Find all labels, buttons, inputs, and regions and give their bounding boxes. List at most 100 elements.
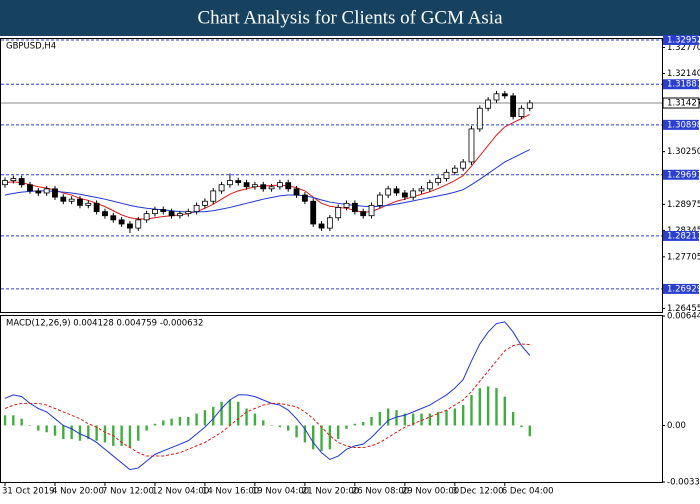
candle-body — [393, 188, 400, 194]
candle-body — [451, 167, 458, 173]
level-label-box — [663, 169, 699, 180]
candle-body — [27, 184, 33, 192]
level-label-box — [663, 34, 699, 45]
candle-body — [18, 178, 25, 186]
y-tick-label: 1.28345 — [667, 226, 700, 236]
candle-body — [360, 211, 367, 217]
candle-body — [127, 223, 133, 229]
candle-body — [118, 219, 125, 225]
candle-body — [501, 93, 508, 97]
histogram-bar — [195, 413, 198, 426]
x-tick-label: 3 Dec 12:00 — [452, 487, 504, 497]
histogram-bar — [345, 425, 348, 429]
histogram-bar — [253, 413, 257, 426]
y-tick-label: -0.003328 — [667, 478, 700, 488]
histogram-bar — [370, 416, 373, 426]
histogram-bar — [295, 425, 298, 438]
candle-body — [260, 184, 267, 190]
candle-body — [102, 211, 108, 217]
histogram-bar — [237, 401, 240, 426]
candle-body — [77, 198, 83, 206]
candle-body — [343, 202, 350, 208]
x-tick-label: 19 Nov 04:00 — [252, 487, 309, 497]
histogram-bar — [278, 425, 282, 428]
histogram-bar — [212, 406, 215, 426]
histogram-bar — [120, 425, 123, 446]
macd-line — [4, 321, 531, 471]
candle-body — [426, 182, 433, 190]
histogram-bar — [187, 416, 190, 426]
candle-body — [68, 198, 75, 202]
candle-body — [235, 180, 242, 184]
candle-body — [268, 186, 275, 190]
x-tick-label: 12 Nov 04:00 — [152, 487, 209, 497]
candle-body — [85, 202, 92, 206]
candle-body — [335, 207, 342, 219]
histogram-bar — [12, 415, 15, 426]
candle-body — [351, 202, 358, 212]
histogram-bar — [328, 425, 332, 450]
histogram-bar — [153, 423, 157, 426]
x-tick-label: 6 Dec 04:00 — [502, 487, 554, 497]
histogram-bar — [511, 411, 515, 426]
histogram-bar — [20, 418, 23, 426]
histogram-bar — [445, 410, 448, 426]
histogram-bar — [70, 425, 73, 440]
y-tick-label: 1.32770 — [667, 43, 700, 53]
histogram-bar — [87, 425, 90, 440]
candle-body — [185, 211, 192, 215]
histogram-bar — [128, 425, 132, 448]
candle-body — [202, 200, 208, 206]
level-label: 1.32952 — [667, 35, 700, 45]
candle-body — [93, 202, 100, 212]
histogram-bar — [528, 425, 531, 437]
histogram-bar — [45, 425, 48, 433]
x-tick-label: 4 Nov 20:00 — [52, 487, 104, 497]
histogram-bar — [220, 401, 223, 426]
y-tick-label: 1.32140 — [667, 69, 700, 79]
title-bar — [0, 0, 700, 36]
candle-body — [135, 219, 142, 229]
current-price-label: 1.31427 — [667, 99, 700, 109]
candle-body — [168, 211, 175, 217]
histogram-bar — [353, 423, 357, 426]
y-tick-label: 1.30250 — [667, 147, 700, 157]
y-tick-label: 1.28975 — [667, 200, 700, 210]
candle-body — [401, 192, 408, 198]
level-label-box — [663, 283, 699, 294]
candle-body — [385, 188, 392, 196]
y-tick-label: 0.00 — [667, 421, 686, 431]
histogram-bar — [287, 425, 290, 431]
level-label-box — [663, 230, 699, 241]
candle-body — [227, 180, 233, 186]
histogram-bar — [470, 394, 473, 426]
histogram-bar — [53, 425, 57, 436]
symbol-label: GBPUSD,H4 — [6, 42, 56, 52]
histogram-bar — [78, 425, 82, 441]
x-tick-label: 31 Oct 2019 — [2, 487, 55, 497]
histogram-bar — [320, 425, 323, 451]
candle-body — [285, 182, 292, 190]
level-label: 1.31881 — [667, 80, 700, 90]
macd-label: MACD(12,26,9) 0.004128 0.004759 -0.00063… — [6, 319, 203, 329]
candle-body — [52, 188, 58, 198]
histogram-bar — [478, 388, 482, 426]
candle-body — [243, 182, 250, 188]
candle-body — [468, 128, 475, 163]
candle-body — [2, 180, 8, 186]
histogram-bar — [361, 422, 365, 426]
candle-body — [301, 194, 308, 202]
candle-body — [485, 99, 492, 109]
level-label: 1.29691 — [667, 170, 700, 180]
y-tick-label: 1.27705 — [667, 252, 700, 262]
candle-body — [160, 209, 167, 212]
level-label-box — [663, 119, 699, 130]
y-tick-label: 0.006446 — [667, 312, 700, 322]
candle-body — [518, 107, 525, 117]
histogram-bar — [503, 396, 506, 426]
histogram-bar — [203, 410, 207, 426]
candle-body — [43, 188, 50, 194]
candle-body — [460, 161, 467, 169]
candle-body — [310, 200, 317, 225]
